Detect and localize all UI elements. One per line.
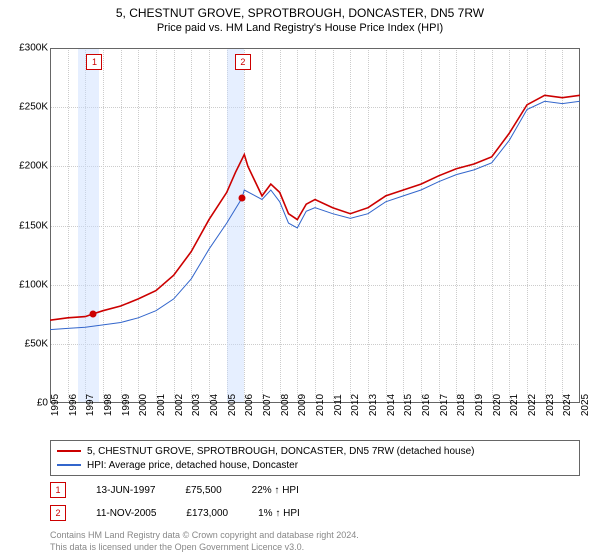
sale-hpi: 22% ↑ HPI: [252, 485, 299, 496]
line-series: [50, 48, 580, 403]
y-tick-label: £200K: [0, 161, 48, 172]
x-tick-label: 2025: [580, 394, 591, 416]
legend-label: HPI: Average price, detached house, Donc…: [87, 460, 298, 471]
sale-marker-box: 2: [50, 505, 66, 521]
y-tick-label: £300K: [0, 43, 48, 54]
sale-date: 11-NOV-2005: [96, 508, 156, 519]
chart-sale-dot: [238, 195, 245, 202]
y-tick-label: £150K: [0, 220, 48, 231]
footer-line2: This data is licensed under the Open Gov…: [50, 542, 580, 554]
legend-item: 5, CHESTNUT GROVE, SPROTBROUGH, DONCASTE…: [57, 444, 573, 458]
legend-box: 5, CHESTNUT GROVE, SPROTBROUGH, DONCASTE…: [50, 440, 580, 476]
footer-attribution: Contains HM Land Registry data © Crown c…: [50, 530, 580, 553]
chart-sale-marker: 1: [86, 54, 102, 70]
chart-title: 5, CHESTNUT GROVE, SPROTBROUGH, DONCASTE…: [0, 0, 600, 20]
footer-line1: Contains HM Land Registry data © Crown c…: [50, 530, 580, 542]
sale-price: £173,000: [186, 508, 228, 519]
y-tick-label: £100K: [0, 279, 48, 290]
sale-date: 13-JUN-1997: [96, 485, 155, 496]
y-tick-label: £250K: [0, 102, 48, 113]
sale-row: 1 13-JUN-1997 £75,500 22% ↑ HPI: [50, 482, 580, 498]
sale-marker-box: 1: [50, 482, 66, 498]
chart-container: 5, CHESTNUT GROVE, SPROTBROUGH, DONCASTE…: [0, 0, 600, 560]
sale-price: £75,500: [185, 485, 221, 496]
y-tick-label: £50K: [0, 338, 48, 349]
legend-swatch: [57, 464, 81, 466]
legend-swatch: [57, 450, 81, 452]
chart-sale-dot: [90, 310, 97, 317]
sale-row: 2 11-NOV-2005 £173,000 1% ↑ HPI: [50, 505, 580, 521]
chart-subtitle: Price paid vs. HM Land Registry's House …: [0, 20, 600, 34]
legend-label: 5, CHESTNUT GROVE, SPROTBROUGH, DONCASTE…: [87, 446, 475, 457]
y-tick-label: £0: [0, 398, 48, 409]
chart-sale-marker: 2: [235, 54, 251, 70]
sale-hpi: 1% ↑ HPI: [258, 508, 300, 519]
legend-item: HPI: Average price, detached house, Donc…: [57, 458, 573, 472]
